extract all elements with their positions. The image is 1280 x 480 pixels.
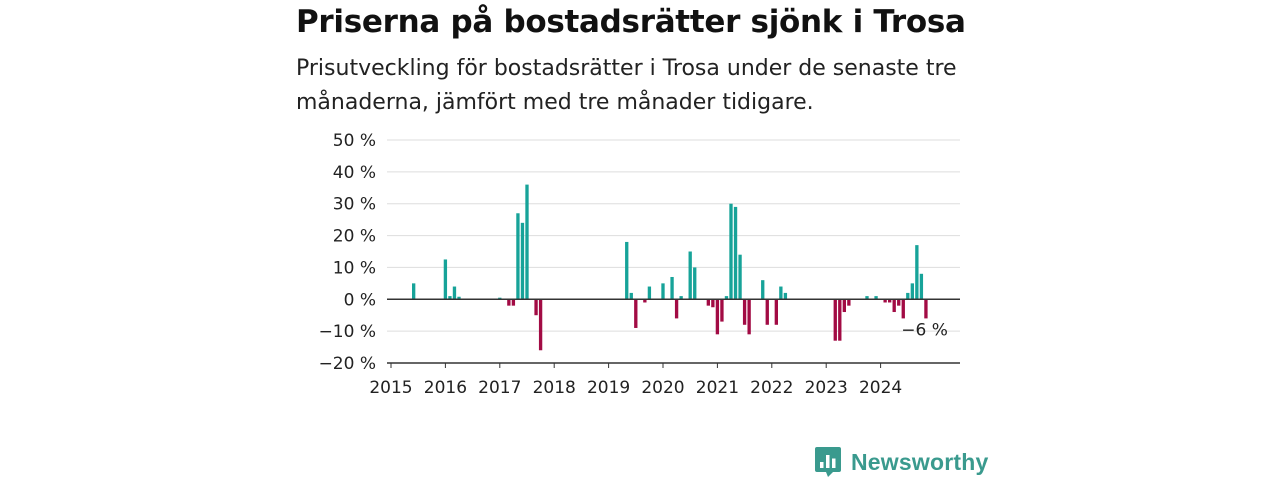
- x-tick-label: 2015: [369, 378, 412, 398]
- bar: [892, 299, 896, 313]
- bar: [693, 267, 697, 300]
- bar: [452, 286, 457, 300]
- bar: [679, 296, 683, 300]
- bar: [765, 299, 769, 325]
- bar: [833, 299, 837, 341]
- axes: [387, 298, 960, 368]
- bar: [688, 251, 692, 300]
- bar: [443, 259, 448, 300]
- bar: [733, 206, 738, 300]
- y-tick-label: 10 %: [333, 258, 376, 278]
- bar: [643, 299, 647, 303]
- chart-subtitle: Prisutveckling för bostadsrätter i Trosa…: [296, 56, 957, 115]
- newsworthy-logo-icon: [815, 447, 841, 477]
- bar: [924, 299, 928, 319]
- y-tick-label: 50 %: [333, 131, 376, 151]
- y-tick-label: −10 %: [319, 322, 376, 342]
- x-tick-label: 2020: [641, 378, 684, 398]
- y-tick-label: −20 %: [319, 354, 376, 374]
- bar: [783, 292, 788, 300]
- bar: [448, 296, 452, 300]
- y-tick-label: 40 %: [333, 163, 376, 183]
- bar: [874, 296, 878, 300]
- bar: [534, 299, 538, 316]
- x-tick-label: 2023: [805, 378, 848, 398]
- bar: [915, 245, 919, 300]
- y-tick-label: 0 %: [344, 290, 376, 310]
- x-tick-label: 2017: [478, 378, 521, 398]
- chart-title: Priserna på bostadsrätter sjönk i Trosa: [296, 4, 966, 40]
- bar: [779, 286, 783, 300]
- x-tick-label: 2024: [859, 378, 902, 398]
- y-tick-label: 30 %: [333, 195, 376, 215]
- bar: [724, 296, 729, 300]
- bar: [742, 299, 747, 325]
- bar: [670, 276, 674, 300]
- bar: [457, 296, 461, 300]
- bar: [901, 299, 905, 319]
- bar: [847, 299, 851, 306]
- y-tick-label: 20 %: [333, 227, 376, 247]
- bar: [715, 299, 720, 335]
- bar: [888, 299, 892, 303]
- bar: [738, 254, 742, 300]
- x-tick-label: 2016: [424, 378, 467, 398]
- bar: [674, 299, 679, 319]
- brand-name: Newsworthy: [851, 448, 989, 475]
- bar: [842, 299, 846, 313]
- bar: [720, 299, 724, 322]
- last-value-label: −6 %: [901, 320, 948, 340]
- bar: [706, 299, 710, 306]
- bar: [774, 299, 778, 325]
- bar: [897, 299, 901, 306]
- bar: [525, 184, 529, 300]
- x-tick-label: 2019: [587, 378, 630, 398]
- bar: [647, 286, 652, 300]
- x-tick-label: 2018: [533, 378, 576, 398]
- bar: [883, 299, 887, 303]
- labels: −20 % −10 % 0 % 10 % 20 % 30 % 40 % 50 % 2015 201…: [319, 131, 948, 398]
- x-tick-label: 2022: [750, 378, 793, 398]
- bar: [516, 213, 520, 300]
- bar: [919, 273, 924, 300]
- bar: [498, 297, 502, 300]
- bar: [906, 292, 910, 300]
- x-tick-label: 2021: [696, 378, 739, 398]
- newsworthy-logo[interactable]: Newsworthy: [814, 446, 988, 478]
- bar: [747, 299, 751, 335]
- bar: [538, 299, 543, 351]
- bar: [865, 296, 869, 300]
- bar: [729, 203, 733, 300]
- bar-chart: −20 % −10 % 0 % 10 % 20 % 30 % 40 % 50 % 2015 201…: [319, 131, 960, 398]
- gridlines: [387, 139, 960, 364]
- bar: [625, 241, 629, 300]
- bar: [520, 222, 525, 300]
- bar: [412, 283, 416, 300]
- bar: [629, 292, 633, 300]
- bar: [761, 280, 765, 300]
- bar: [711, 299, 715, 308]
- bar: [661, 283, 665, 300]
- bar: [507, 299, 511, 306]
- bar: [838, 299, 842, 341]
- bar: [511, 299, 516, 306]
- bar: [634, 299, 638, 328]
- bar: [910, 283, 914, 300]
- bars: [412, 184, 928, 351]
